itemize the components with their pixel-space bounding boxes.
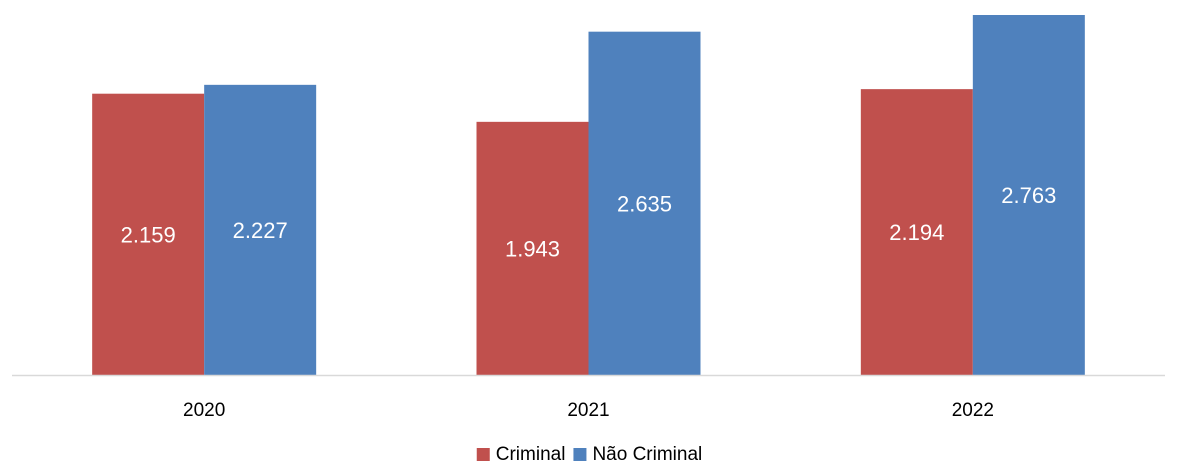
x-tick-label: 2020 xyxy=(183,400,225,421)
data-label: 2.763 xyxy=(1001,183,1056,208)
legend-label: Não Criminal xyxy=(592,444,702,465)
bar-criminal-2020 xyxy=(92,93,205,375)
data-label: 2.227 xyxy=(233,218,288,243)
legend: Criminal Não Criminal xyxy=(476,444,702,465)
bar-criminal-2022 xyxy=(860,89,973,375)
legend-swatch xyxy=(573,448,587,461)
x-tick-label: 2022 xyxy=(952,400,994,421)
data-label: 2.635 xyxy=(617,191,672,216)
legend-item-criminal: Criminal xyxy=(476,444,566,465)
bar-n-o-criminal-2022 xyxy=(972,15,1085,375)
data-label: 2.194 xyxy=(889,220,944,245)
data-labels-layer: 2.159 2.227 1.943 2.635 2.194 2.763 xyxy=(121,183,1057,261)
bar-n-o-criminal-2021 xyxy=(588,31,701,376)
x-tick-labels: 2020 2021 2022 xyxy=(183,400,994,421)
legend-swatch xyxy=(476,448,490,461)
bar-n-o-criminal-2020 xyxy=(204,84,317,375)
legend-item-n-o-criminal: Não Criminal xyxy=(573,444,702,465)
data-label: 2.159 xyxy=(121,222,176,247)
data-label: 1.943 xyxy=(505,236,560,261)
bar-criminal-2021 xyxy=(476,121,589,375)
bars-layer xyxy=(92,15,1085,376)
legend-label: Criminal xyxy=(496,444,566,465)
x-tick-label: 2021 xyxy=(567,400,609,421)
